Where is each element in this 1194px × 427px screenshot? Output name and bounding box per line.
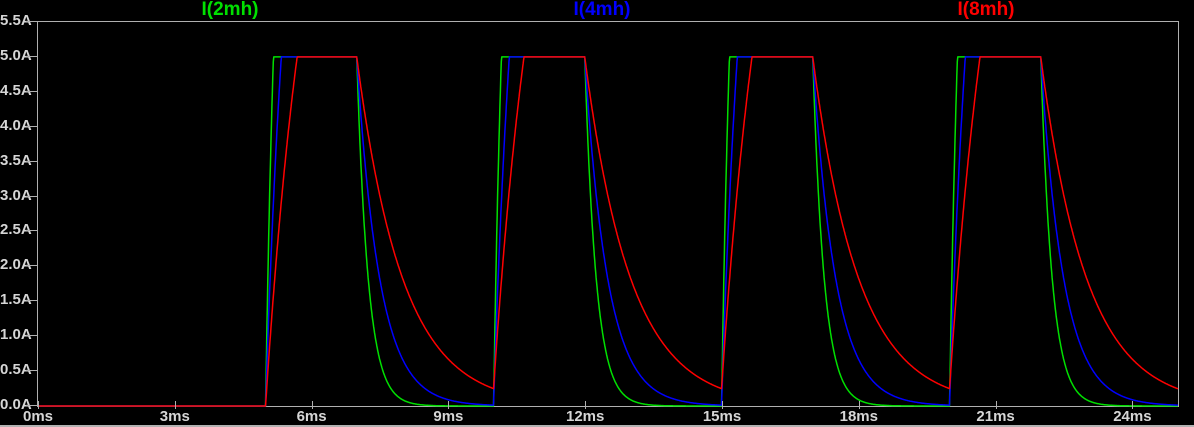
y-tick-label: 4.0A <box>0 116 32 134</box>
x-tick <box>722 401 723 409</box>
y-tick-label: 2.0A <box>0 256 32 274</box>
y-tick-label: 1.0A <box>0 326 32 344</box>
y-tick <box>26 90 37 92</box>
x-tick-label: 0ms <box>22 408 54 425</box>
x-tick <box>448 401 450 409</box>
trace-label-8mh[interactable]: I(8mh) <box>957 0 1015 20</box>
x-tick-label: 21ms <box>976 408 1015 425</box>
x-tick-label: 24ms <box>1113 408 1152 425</box>
plot-area[interactable] <box>37 21 1179 407</box>
x-tick <box>585 401 587 409</box>
x-tick <box>995 401 997 409</box>
trace-canvas[interactable] <box>37 22 1179 407</box>
y-tick <box>26 195 37 197</box>
y-tick-label: 3.0A <box>0 186 32 204</box>
y-tick <box>26 300 37 302</box>
y-tick-label: 5.0A <box>0 46 32 64</box>
trace-label-2mh[interactable]: I(2mh) <box>201 0 259 20</box>
y-tick <box>26 55 37 57</box>
x-tick <box>858 401 860 409</box>
x-tick <box>1132 401 1134 409</box>
trace-legend: I(2mh) I(4mh) I(8mh) <box>0 0 1194 20</box>
trace-2mh[interactable] <box>37 56 1179 407</box>
y-tick-label: 2.5A <box>0 221 32 239</box>
y-tick <box>26 160 37 162</box>
x-tick-label: 3ms <box>159 408 190 425</box>
y-tick <box>26 21 37 22</box>
y-tick-label: 0.0A <box>0 396 32 413</box>
y-tick <box>26 335 37 337</box>
y-tick-label: 5.5A <box>0 12 32 29</box>
trace-8mh[interactable] <box>37 56 1179 407</box>
x-tick <box>174 401 176 409</box>
window-edge <box>0 425 1194 427</box>
x-tick <box>38 401 39 409</box>
x-tick-label: 18ms <box>839 408 878 425</box>
y-tick-label: 0.5A <box>0 361 32 379</box>
y-tick <box>26 370 37 372</box>
x-tick-label: 12ms <box>566 408 605 425</box>
y-tick <box>26 405 37 406</box>
y-tick-label: 3.5A <box>0 151 32 169</box>
y-tick-label: 1.5A <box>0 291 32 309</box>
x-tick-label: 9ms <box>433 408 464 425</box>
trace-label-4mh[interactable]: I(4mh) <box>573 0 631 20</box>
y-tick-label: 4.5A <box>0 81 32 99</box>
x-tick <box>311 401 313 409</box>
trace-4mh[interactable] <box>37 56 1179 407</box>
y-tick <box>26 230 37 232</box>
y-tick <box>26 125 37 127</box>
x-tick-label: 15ms <box>702 408 742 425</box>
y-tick <box>26 265 37 267</box>
x-tick-label: 6ms <box>296 408 327 425</box>
